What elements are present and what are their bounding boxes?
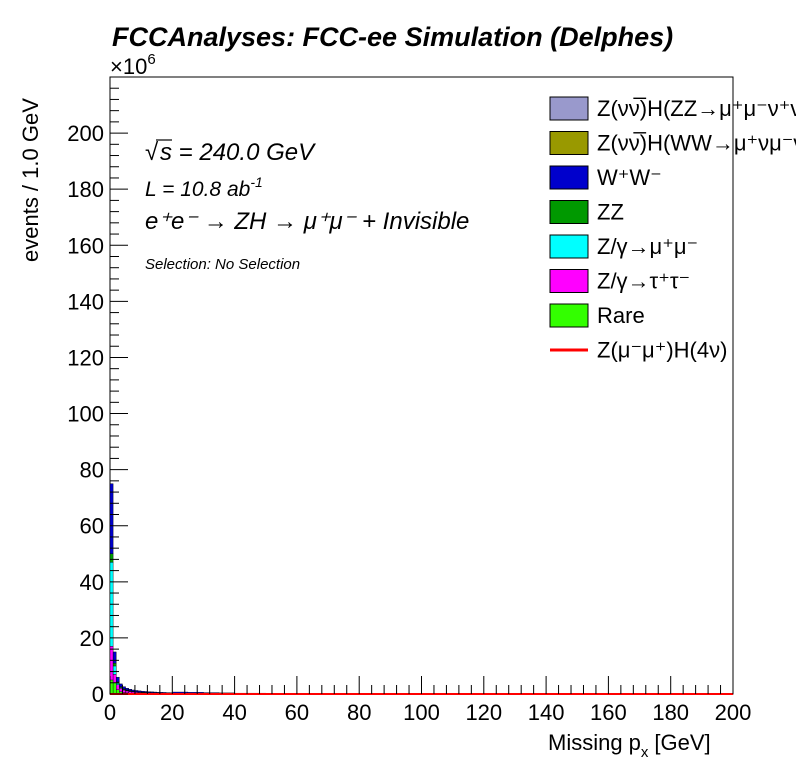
- bar-1-2: [116, 684, 120, 690]
- annotation-lumi: L = 10.8 ab-1: [145, 174, 263, 201]
- x-tick-label: 180: [652, 700, 689, 725]
- x-axis-ticks: 0 20 40 60 80 100 120 140 160 180 200: [104, 676, 751, 725]
- legend-label: Z/γ→τ⁺τ⁻: [597, 269, 690, 294]
- legend-swatch: [549, 131, 589, 155]
- bar-3-0: [109, 553, 114, 563]
- bar-4-9: [137, 690, 142, 693]
- legend-swatch: [549, 303, 589, 328]
- legend: Z(νν̅)H(ZZ→μ⁺μ⁻ν⁺ν⁻) Z(νν̅)H(WW→μ⁺νμ⁻ν) W⁺…: [549, 96, 796, 363]
- bar-2-2: [116, 683, 120, 685]
- bar-1-0: [109, 646, 114, 681]
- bar-4-13: [150, 691, 154, 693]
- legend-swatch: [549, 200, 589, 224]
- y-tick-label: 180: [67, 177, 104, 202]
- x-tick-label: 20: [160, 700, 184, 725]
- annotation-process: e⁺e⁻ → ZH → μ⁺μ⁻ + Invisible: [145, 208, 469, 235]
- x-axis-label: Missing px [GeV]: [548, 730, 711, 761]
- bar-1-6: [128, 691, 133, 694]
- bar-1-1: [112, 674, 117, 683]
- bar-4-5: [125, 688, 129, 691]
- bar-1-5: [125, 690, 129, 694]
- x-tick-label: 100: [403, 700, 440, 725]
- x-tick-label: 0: [104, 700, 116, 725]
- bar-4-10: [140, 690, 145, 693]
- legend-label: Z(μ⁻μ⁺)H(4ν): [597, 338, 727, 363]
- x-tick-label: 80: [347, 700, 371, 725]
- y-tick-label: 60: [80, 514, 104, 539]
- annotation-selection: Selection: No Selection: [145, 256, 300, 273]
- legend-swatch: [549, 165, 589, 190]
- y-tick-label: 40: [80, 570, 104, 595]
- y-tick-label: 80: [80, 458, 104, 483]
- chart-title: FCCAnalyses: FCC-ee Simulation (Delphes): [112, 22, 673, 52]
- y-tick-label: 20: [80, 626, 104, 651]
- y-exponent-label: ×106: [110, 51, 156, 79]
- bar-4-0: [109, 483, 114, 554]
- y-tick-label: 0: [92, 682, 104, 707]
- x-tick-label: 160: [590, 700, 627, 725]
- legend-swatch: [549, 96, 589, 121]
- y-axis-label: events / 1.0 GeV: [18, 98, 43, 262]
- legend-swatch: [549, 269, 589, 293]
- bar-4-14: [153, 691, 157, 694]
- y-tick-label: 200: [67, 121, 104, 146]
- bar-4-2: [116, 676, 120, 683]
- x-tick-label: 200: [715, 700, 752, 725]
- histogram-bars: [109, 483, 173, 695]
- legend-label: Rare: [597, 303, 645, 328]
- y-tick-label: 120: [67, 345, 104, 370]
- legend-label: ZZ: [597, 200, 624, 225]
- svg-text:√: √: [145, 139, 159, 166]
- legend-label: Z(νν̅)H(ZZ→μ⁺μ⁻ν⁺ν⁻): [597, 96, 796, 121]
- legend-label: Z(νν̅)H(WW→μ⁺νμ⁻ν): [597, 131, 796, 156]
- legend-swatch: [549, 234, 589, 259]
- x-tick-label: 60: [285, 700, 309, 725]
- bar-4-6: [128, 689, 133, 691]
- bar-4-1: [112, 651, 117, 664]
- bar-3-1: [112, 662, 117, 667]
- legend-label: Z/γ→μ⁺μ⁻: [597, 234, 698, 259]
- bar-2-1: [112, 665, 117, 675]
- y-tick-label: 100: [67, 402, 104, 427]
- bar-0-1: [112, 682, 117, 695]
- svg-text:s = 240.0 GeV: s = 240.0 GeV: [160, 139, 316, 166]
- annotation-energy: √ s = 240.0 GeV: [145, 139, 316, 166]
- y-axis-ticks: 0 20 40 60 80 100 120 140 160 180 200: [67, 76, 128, 707]
- y-tick-label: 140: [67, 289, 104, 314]
- x-tick-label: 140: [528, 700, 565, 725]
- x-tick-label: 40: [222, 700, 246, 725]
- x-tick-label: 120: [465, 700, 502, 725]
- y-tick-label: 160: [67, 233, 104, 258]
- legend-label: W⁺W⁻: [597, 165, 662, 190]
